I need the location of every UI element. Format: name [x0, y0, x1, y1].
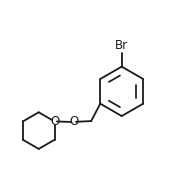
Text: Br: Br [115, 39, 128, 52]
Text: O: O [69, 116, 78, 128]
Text: O: O [50, 115, 59, 128]
